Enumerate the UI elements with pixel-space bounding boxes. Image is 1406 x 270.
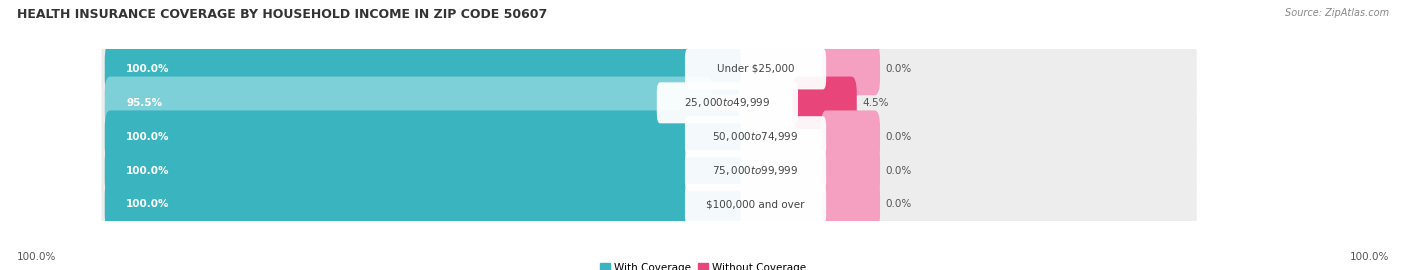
FancyBboxPatch shape <box>101 77 1197 129</box>
Text: 100.0%: 100.0% <box>17 252 56 262</box>
Text: 100.0%: 100.0% <box>127 64 170 74</box>
Text: 4.5%: 4.5% <box>862 98 889 108</box>
Text: Under $25,000: Under $25,000 <box>717 64 794 74</box>
Text: $50,000 to $74,999: $50,000 to $74,999 <box>713 130 799 143</box>
FancyBboxPatch shape <box>101 179 1197 230</box>
FancyBboxPatch shape <box>821 178 880 231</box>
Text: 0.0%: 0.0% <box>886 64 911 74</box>
FancyBboxPatch shape <box>101 111 1197 163</box>
FancyBboxPatch shape <box>104 77 713 129</box>
FancyBboxPatch shape <box>793 77 856 129</box>
Text: $75,000 to $99,999: $75,000 to $99,999 <box>713 164 799 177</box>
FancyBboxPatch shape <box>821 144 880 197</box>
FancyBboxPatch shape <box>685 184 827 225</box>
FancyBboxPatch shape <box>685 150 827 191</box>
Text: 95.5%: 95.5% <box>127 98 163 108</box>
FancyBboxPatch shape <box>104 110 741 163</box>
Text: $100,000 and over: $100,000 and over <box>706 200 804 210</box>
FancyBboxPatch shape <box>101 145 1197 196</box>
FancyBboxPatch shape <box>685 48 827 89</box>
FancyBboxPatch shape <box>104 43 741 95</box>
Text: Source: ZipAtlas.com: Source: ZipAtlas.com <box>1285 8 1389 18</box>
Text: $25,000 to $49,999: $25,000 to $49,999 <box>685 96 770 109</box>
FancyBboxPatch shape <box>821 110 880 163</box>
FancyBboxPatch shape <box>101 43 1197 95</box>
Text: 100.0%: 100.0% <box>127 132 170 142</box>
FancyBboxPatch shape <box>685 116 827 157</box>
FancyBboxPatch shape <box>657 82 799 123</box>
Text: 0.0%: 0.0% <box>886 132 911 142</box>
FancyBboxPatch shape <box>821 43 880 95</box>
FancyBboxPatch shape <box>104 178 741 231</box>
FancyBboxPatch shape <box>104 144 741 197</box>
Text: 100.0%: 100.0% <box>1350 252 1389 262</box>
Legend: With Coverage, Without Coverage: With Coverage, Without Coverage <box>596 258 810 270</box>
Text: 0.0%: 0.0% <box>886 200 911 210</box>
Text: 0.0%: 0.0% <box>886 166 911 176</box>
Text: 100.0%: 100.0% <box>127 166 170 176</box>
Text: HEALTH INSURANCE COVERAGE BY HOUSEHOLD INCOME IN ZIP CODE 50607: HEALTH INSURANCE COVERAGE BY HOUSEHOLD I… <box>17 8 547 21</box>
Text: 100.0%: 100.0% <box>127 200 170 210</box>
